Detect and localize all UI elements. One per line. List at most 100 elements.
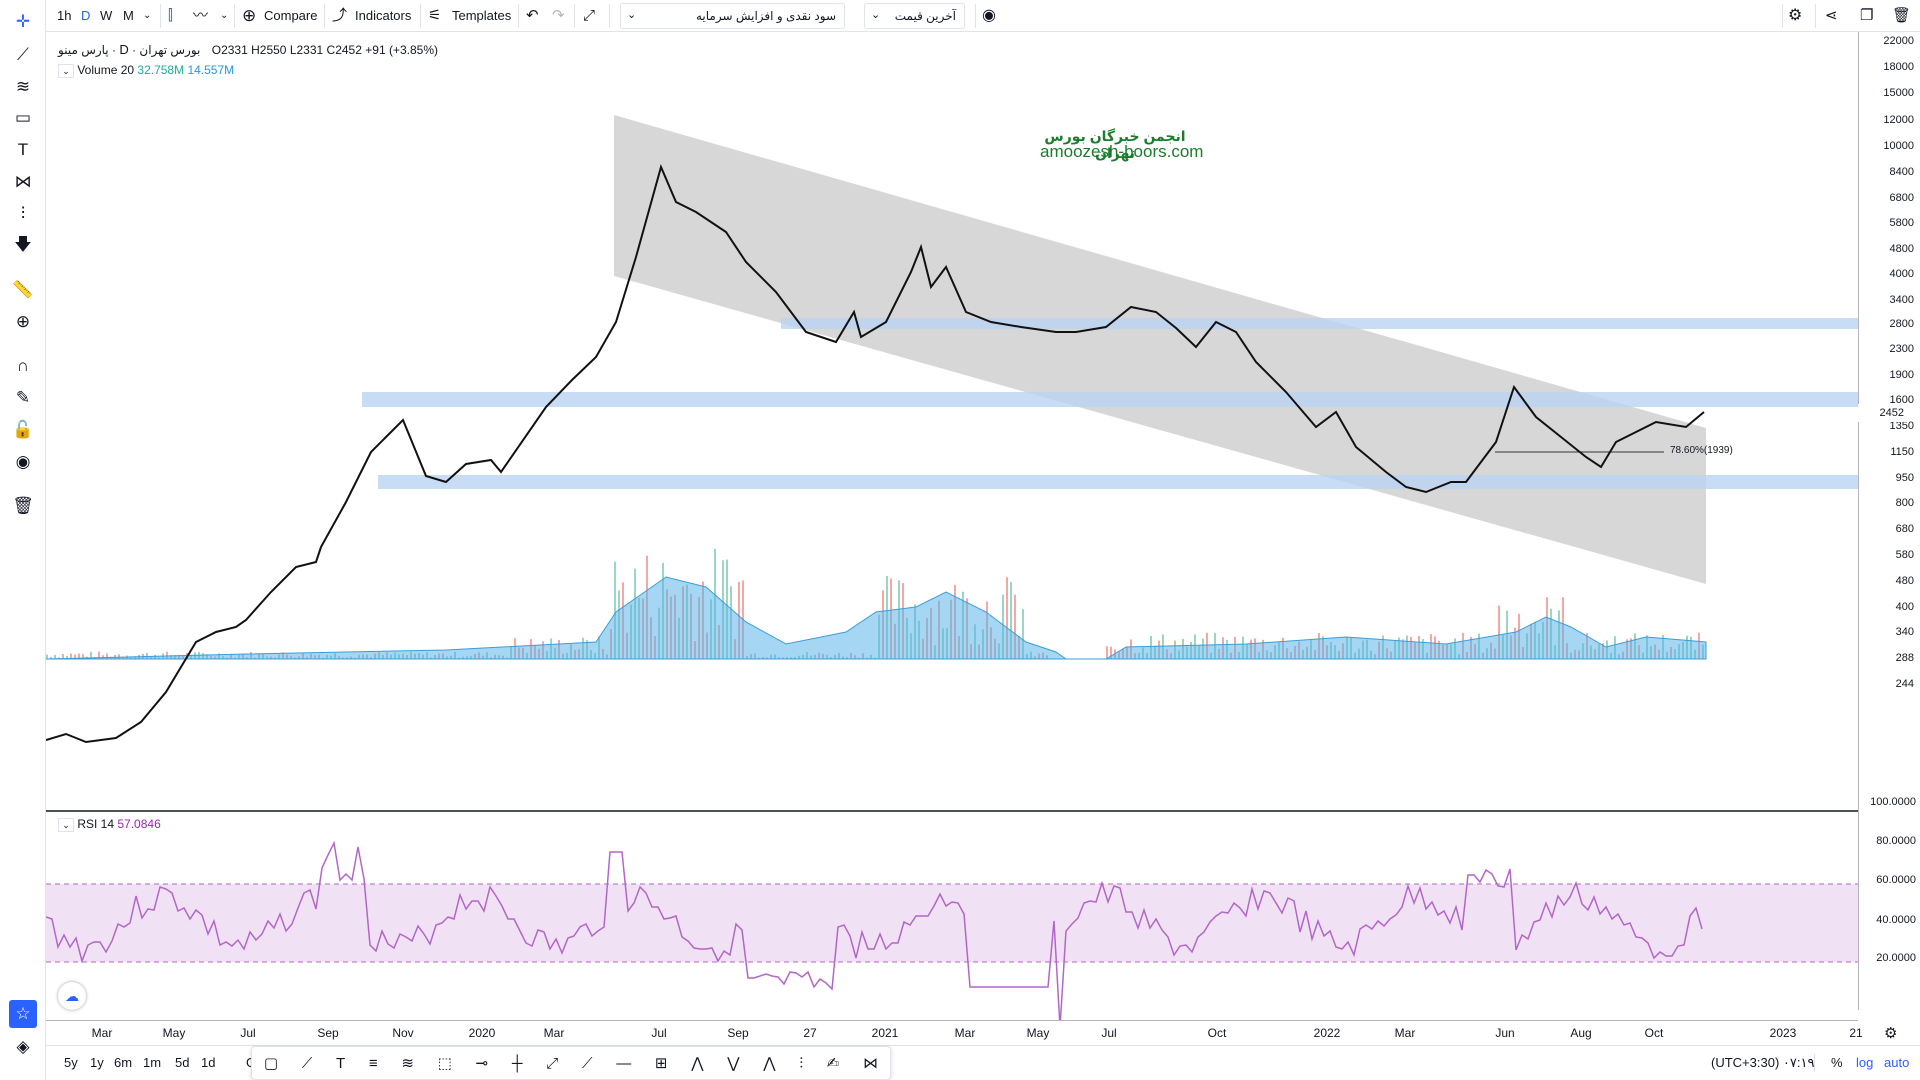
compare-button[interactable]: Compare [264, 8, 318, 23]
price-tick: 1150 [1890, 446, 1914, 458]
volume-bar [78, 653, 80, 659]
prediction-icon[interactable]: ⫶ [20, 204, 26, 223]
ray-icon[interactable]: ⤢ [546, 1054, 559, 1072]
plus-circle-icon[interactable]: ⊕ [242, 6, 257, 25]
candles-icon[interactable]: ⫿ [168, 7, 173, 24]
auto-button[interactable]: auto [1884, 1055, 1910, 1070]
chart-canvas[interactable] [46, 32, 1858, 1020]
channel-icon[interactable]: ≡ [368, 1054, 378, 1072]
interval-label: D [119, 42, 129, 57]
layers-icon[interactable]: ◈ [16, 1037, 30, 1056]
price-axis[interactable]: 22000 18000 15000 12000 10000 8400 6800 5800 480… [1858, 32, 1920, 1010]
range-1y[interactable]: 1y [90, 1055, 104, 1070]
xabcd-icon[interactable]: ⋀ [691, 1055, 704, 1072]
nodes-icon[interactable]: ⋈ [863, 1055, 879, 1072]
gear-icon[interactable]: ⚙ [1884, 1025, 1898, 1042]
range-5d[interactable]: 5d [175, 1055, 190, 1070]
trend-line-icon[interactable]: ⟋ [17, 45, 29, 64]
volume-bar [146, 652, 148, 659]
interval-w[interactable]: W [100, 8, 113, 23]
text-icon[interactable]: T [17, 140, 29, 159]
share-icon[interactable]: ⋖ [1825, 7, 1838, 24]
time-label: 27 [803, 1026, 817, 1040]
time-label: Nov [392, 1026, 414, 1040]
drawing-toolbar: ✛ ⟋ ≋ ▭ T ⋈ ⫶ 🡇 📏 ⊕ ∩ ✎ 🔓 ◉ 🗑 ☆ ◈ [0, 0, 46, 1080]
range-1m[interactable]: 1m [143, 1055, 162, 1070]
price-series [46, 163, 1705, 744]
extended-line-icon[interactable]: ⟋ [581, 1054, 593, 1072]
zoom-icon[interactable]: ⊕ [15, 312, 31, 331]
text-icon[interactable]: T [336, 1054, 346, 1072]
star-icon[interactable]: ☆ [9, 1000, 37, 1028]
time-label: Jul [1101, 1026, 1117, 1040]
magnet-icon[interactable]: ∩ [16, 356, 30, 375]
pencil-lock-icon[interactable]: ✎ [15, 388, 31, 407]
elliott-icon[interactable]: ⋀ [763, 1055, 776, 1072]
percent-button[interactable]: % [1831, 1055, 1843, 1070]
interval-m[interactable]: M [123, 8, 134, 23]
indicators-button[interactable]: Indicators [355, 8, 412, 23]
horizontal-ray-icon[interactable]: ⊸ [475, 1055, 489, 1072]
zone-middle[interactable] [362, 392, 1858, 407]
rectangle-icon[interactable]: ▢ [263, 1055, 279, 1072]
volume-bar [102, 655, 104, 659]
rectangle-icon[interactable]: ▭ [14, 108, 32, 127]
time-axis[interactable]: Mar May Jul Sep Nov 2020 Mar Jul Sep 27 2021 Mar May… [46, 1020, 1863, 1045]
line-chart-icon[interactable]: 〰 [193, 7, 209, 24]
chevron-down-icon[interactable]: ⌄ [220, 10, 229, 21]
crosshair-icon[interactable]: ✛ [15, 12, 31, 31]
volume-bar [1498, 605, 1500, 659]
callout-icon[interactable]: ⬚ [437, 1055, 452, 1072]
interval-d[interactable]: D [81, 8, 91, 23]
gear-icon[interactable]: ⚙ [1788, 7, 1803, 24]
zone-lower[interactable] [378, 475, 1858, 489]
logo-icon[interactable]: ☁ [58, 982, 86, 1010]
line-icon[interactable]: ⟋ [301, 1054, 313, 1072]
descending-channel[interactable] [614, 115, 1706, 584]
volume-legend[interactable]: ⌄ Volume 20 32.758M 14.557M [58, 63, 234, 78]
cross-line-icon[interactable]: ┼ [511, 1054, 523, 1072]
indicators-icon[interactable]: ⤴ [332, 7, 348, 24]
interval-dropdown-icon[interactable]: ⌄ [143, 10, 152, 21]
trash-icon[interactable]: 🗑 [12, 496, 34, 515]
ohlc-low: L2331 [289, 43, 324, 57]
undo-icon[interactable]: ↶ [526, 7, 539, 24]
interval-1h[interactable]: 1h [57, 8, 72, 23]
horizontal-line-icon[interactable]: — [616, 1054, 632, 1072]
fib-icon[interactable]: ≋ [401, 1055, 414, 1072]
range-5y[interactable]: 5y [64, 1055, 78, 1070]
lock-icon[interactable]: 🔓 [12, 420, 34, 439]
grid-icon[interactable]: ⊞ [654, 1055, 668, 1072]
volume-bar [106, 653, 108, 659]
templates-icon[interactable]: ⚟ [428, 7, 442, 24]
range-6m[interactable]: 6m [114, 1055, 133, 1070]
volume-bar [1014, 594, 1016, 659]
price-dropdown[interactable]: ⌄ آخرین قیمت [864, 3, 965, 29]
templates-button[interactable]: Templates [452, 8, 512, 23]
arrow-down-icon[interactable]: 🡇 [14, 234, 32, 254]
trash-icon[interactable]: 🗑 [1892, 7, 1912, 24]
range-1d[interactable]: 1d [201, 1055, 216, 1070]
brush-icon[interactable]: ✍ [826, 1055, 840, 1072]
log-button[interactable]: log [1856, 1055, 1874, 1070]
time-label: Aug [1570, 1026, 1592, 1040]
symbol-legend[interactable]: پارس مینو · D · بورس تهران O2331 H2550 L… [58, 42, 438, 57]
snapshot-icon[interactable]: ❐ [1860, 7, 1874, 24]
eye-icon[interactable]: ◉ [982, 7, 996, 24]
ruler-icon[interactable]: 📏 [12, 280, 34, 299]
eye-icon[interactable]: ◉ [15, 452, 31, 471]
template-dropdown[interactable]: ⌄ سود نقدی و افزایش سرمایه [620, 3, 845, 29]
price-tick: 2300 [1889, 343, 1914, 355]
price-tick: 580 [1895, 549, 1914, 561]
redo-icon[interactable]: ↷ [552, 7, 565, 24]
abcd-icon[interactable]: ⋁ [727, 1055, 740, 1072]
rsi-legend[interactable]: ⌄ RSI 14 57.0846 [58, 817, 161, 832]
chevron-down-icon[interactable]: ⌄ [58, 818, 74, 832]
zone-upper[interactable] [781, 318, 1858, 329]
pattern-icon[interactable]: ⋈ [14, 172, 32, 191]
chevron-down-icon[interactable]: ⌄ [58, 64, 74, 78]
projection-icon[interactable]: ⫶ [799, 1054, 804, 1072]
fullscreen-icon[interactable]: ⤢ [583, 7, 596, 24]
fib-icon[interactable]: ≋ [15, 77, 31, 96]
volume-bar [54, 654, 56, 659]
